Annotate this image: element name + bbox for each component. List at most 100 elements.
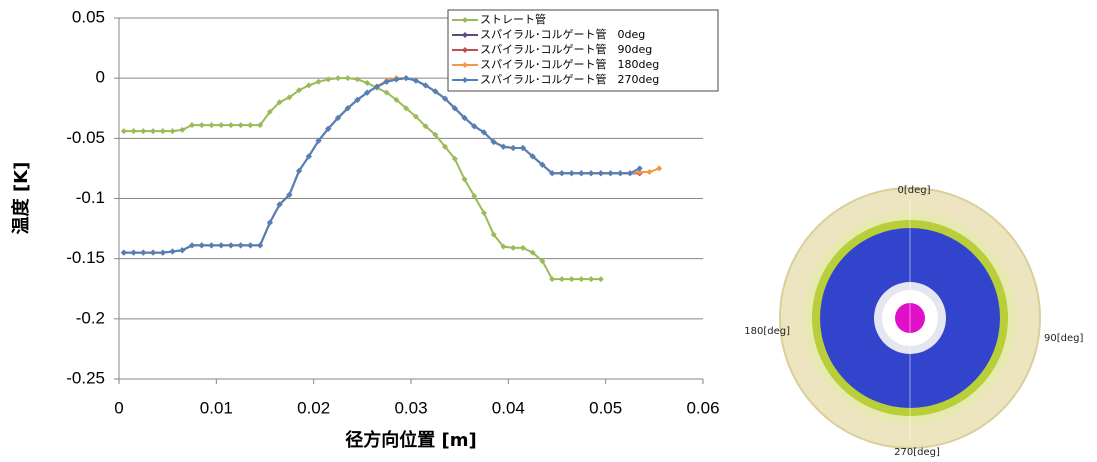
data-point xyxy=(237,122,244,129)
legend-marker xyxy=(462,47,468,53)
data-point xyxy=(481,209,487,216)
data-point xyxy=(169,128,176,135)
data-point xyxy=(471,123,478,130)
data-point xyxy=(257,122,264,129)
data-point xyxy=(354,76,361,83)
angle-label: 0[deg] xyxy=(897,185,930,196)
data-point xyxy=(451,105,458,112)
data-point xyxy=(422,82,429,89)
x-axis-title: 径方向位置 [m] xyxy=(345,429,476,451)
legend-label: スパイラル･コルゲート管 270deg xyxy=(480,72,659,86)
data-point xyxy=(373,83,380,90)
data-point xyxy=(442,95,449,102)
data-point xyxy=(471,193,478,200)
data-point xyxy=(432,131,439,138)
data-point xyxy=(627,170,633,177)
data-point xyxy=(510,144,517,151)
data-point xyxy=(227,242,234,249)
data-point xyxy=(354,96,361,103)
data-point xyxy=(500,143,507,150)
legend-label: スパイラル･コルゲート管 90deg xyxy=(480,42,652,56)
y-tick-label: -0.25 xyxy=(66,368,105,387)
data-point xyxy=(442,143,449,150)
data-point xyxy=(403,75,410,82)
data-point xyxy=(519,244,526,251)
data-point xyxy=(276,201,283,208)
series-line xyxy=(123,77,640,254)
data-point xyxy=(208,122,215,129)
data-point xyxy=(198,242,205,249)
series-line xyxy=(123,77,601,281)
data-point xyxy=(364,89,371,96)
data-point xyxy=(461,114,468,121)
data-point xyxy=(335,75,341,82)
data-point xyxy=(529,249,536,256)
data-point xyxy=(335,114,341,121)
data-point xyxy=(140,128,147,135)
data-point xyxy=(607,170,614,177)
data-point xyxy=(393,96,400,103)
data-point xyxy=(529,153,536,160)
data-point xyxy=(315,78,322,85)
data-point xyxy=(403,105,410,112)
data-point xyxy=(150,128,157,135)
data-point xyxy=(344,75,351,82)
data-point xyxy=(412,77,419,84)
data-point xyxy=(656,165,663,172)
data-point xyxy=(266,219,273,226)
data-point xyxy=(636,169,643,176)
data-point xyxy=(510,244,517,251)
x-tick-label: 0.04 xyxy=(492,398,525,417)
data-point xyxy=(549,276,556,283)
data-point xyxy=(257,242,264,249)
data-point xyxy=(247,242,254,249)
data-point xyxy=(597,170,604,177)
legend-marker xyxy=(462,32,468,38)
data-point xyxy=(159,128,166,135)
data-point xyxy=(588,170,595,177)
data-point xyxy=(179,126,186,133)
y-tick-label: -0.2 xyxy=(76,308,105,327)
data-point xyxy=(422,123,429,130)
x-tick-label: 0.05 xyxy=(589,398,622,417)
data-point xyxy=(169,248,176,255)
data-point xyxy=(325,76,332,83)
series xyxy=(120,75,643,256)
series xyxy=(120,75,663,256)
data-point xyxy=(481,129,487,136)
data-point xyxy=(296,87,303,94)
data-point xyxy=(286,94,293,101)
legend-label: ストレート管 xyxy=(480,12,546,26)
data-point xyxy=(432,88,439,95)
angle-label: 270[deg] xyxy=(894,447,940,458)
series-line xyxy=(123,77,660,254)
data-point xyxy=(568,170,575,177)
legend-label: スパイラル･コルゲート管 180deg xyxy=(480,57,659,71)
data-point xyxy=(189,242,195,249)
data-point xyxy=(130,128,137,135)
series xyxy=(120,75,643,256)
data-point xyxy=(120,128,127,135)
x-tick-label: 0 xyxy=(114,398,123,417)
data-point xyxy=(198,122,205,129)
legend-marker xyxy=(462,77,468,83)
data-point xyxy=(393,76,400,83)
data-point xyxy=(383,78,390,85)
data-point xyxy=(296,167,303,174)
data-point xyxy=(344,105,351,112)
y-axis-title: 温度 [K] xyxy=(10,162,32,235)
data-point xyxy=(305,153,312,160)
series xyxy=(120,75,643,256)
series-line xyxy=(123,77,641,254)
data-point xyxy=(218,242,225,249)
data-point xyxy=(227,122,234,129)
angle-label: 90[deg] xyxy=(1044,333,1083,344)
data-point xyxy=(140,249,147,256)
x-tick-label: 0.03 xyxy=(394,398,427,417)
data-point xyxy=(578,170,585,177)
data-point xyxy=(237,242,244,249)
data-point xyxy=(276,99,283,106)
data-point xyxy=(266,108,273,115)
